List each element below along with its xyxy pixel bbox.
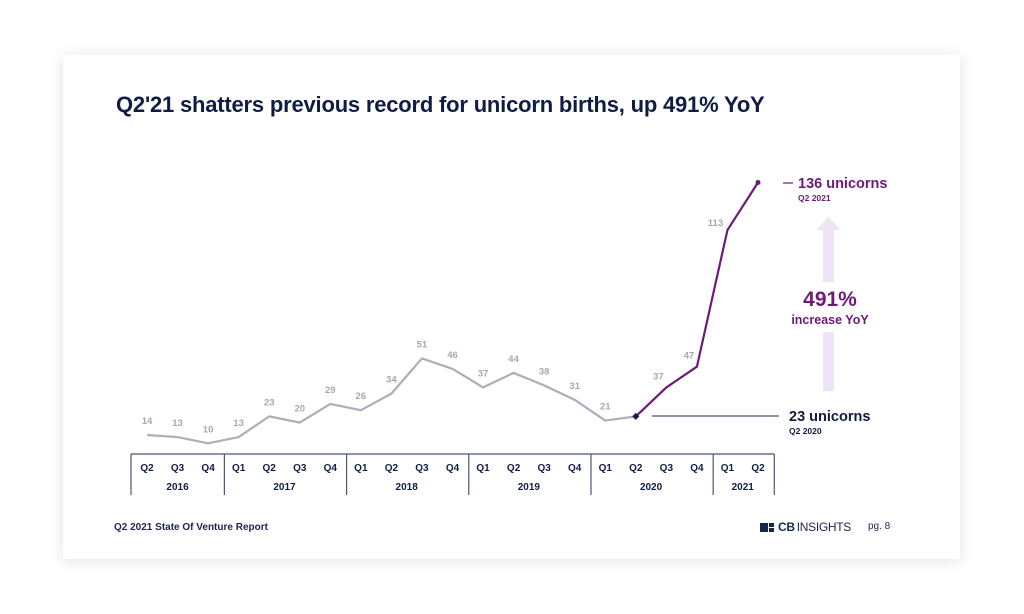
quarter-label: Q3 [537, 463, 551, 474]
data-label: 38 [539, 366, 550, 377]
slide-card: Q2'21 shatters previous record for unico… [63, 55, 960, 559]
cb-logo-icon [760, 522, 774, 532]
quarter-label: Q2 [629, 463, 643, 474]
quarter-label: Q1 [599, 463, 613, 474]
year-label: 2018 [396, 482, 419, 493]
x-axis-table: 2016 2017 2018 2019 2020 2021 Q2 Q3 Q4 Q1 Q2 Q3 Q4 Q1… [130, 453, 775, 495]
increase-label: increase YoY [791, 313, 869, 327]
year-label: 2020 [640, 482, 663, 493]
year-label: 2017 [273, 482, 296, 493]
year-label: 2019 [518, 482, 541, 493]
data-label: 37 [653, 371, 664, 382]
increase-percent: 491% [803, 288, 857, 311]
top-annotation-period: Q2 2021 [798, 193, 831, 203]
quarter-label: Q3 [171, 463, 185, 474]
quarter-label: Q4 [201, 463, 215, 474]
year-label: 2016 [166, 482, 189, 493]
line-chart: 14 1310132320292634514637443831213747113 … [130, 176, 887, 495]
quarter-label: Q4 [690, 463, 704, 474]
data-label: 23 [264, 397, 275, 408]
top-annotation-value: 136 unicorns [798, 176, 887, 192]
quarter-label: Q4 [446, 463, 460, 474]
data-label: 44 [508, 354, 519, 365]
data-label: 29 [325, 385, 336, 396]
data-labels: 14 13 10 13 23 20 29 26 34 51 46 37 44 38 31 21 37 47 113 [142, 218, 723, 435]
bottom-annotation-value: 23 unicorns [789, 409, 870, 425]
quarter-label: Q4 [324, 463, 338, 474]
data-label: 20 [294, 404, 305, 415]
data-label: 13 [172, 418, 183, 429]
quarter-label: Q2 [385, 463, 399, 474]
data-label: 113 [708, 218, 723, 229]
increase-arrow-icon [817, 216, 840, 391]
quarter-label: Q1 [354, 463, 368, 474]
data-label: 34 [386, 375, 397, 386]
cb-insights-logo: CB INSIGHTS [760, 520, 851, 534]
quarter-label: Q3 [293, 463, 307, 474]
data-label: 21 [600, 402, 611, 413]
data-label: 14 [142, 416, 153, 427]
data-label: 51 [417, 339, 428, 350]
quarter-label: Q2 [751, 463, 765, 474]
page-number: pg. 8 [868, 521, 891, 532]
quarter-label: Q4 [568, 463, 582, 474]
bottom-annotation-period: Q2 2020 [789, 426, 822, 436]
quarter-label: Q1 [721, 463, 735, 474]
quarter-label: Q2 [140, 463, 154, 474]
quarter-label: Q2 [507, 463, 521, 474]
quarter-label: Q1 [232, 463, 246, 474]
data-label: 31 [569, 381, 580, 392]
logo-text: INSIGHTS [796, 520, 852, 534]
quarter-label: Q3 [660, 463, 674, 474]
annotations: 136 unicorns Q2 2021 491% increase YoY 2… [652, 176, 887, 436]
report-name: Q2 2021 State Of Venture Report [114, 522, 268, 533]
data-label: 13 [233, 418, 244, 429]
slide-title: Q2'21 shatters previous record for unico… [116, 92, 765, 117]
data-label: 47 [684, 351, 695, 362]
data-label: 46 [447, 350, 458, 361]
quarter-label: Q3 [415, 463, 429, 474]
quarter-label: Q1 [476, 463, 490, 474]
data-label: 26 [356, 391, 367, 402]
chart-lines [146, 179, 761, 445]
quarter-label: Q2 [263, 463, 277, 474]
data-label: 10 [203, 424, 214, 435]
logo-text-bold: CB [778, 520, 795, 534]
year-label: 2021 [732, 482, 755, 493]
data-label: 37 [478, 368, 489, 379]
